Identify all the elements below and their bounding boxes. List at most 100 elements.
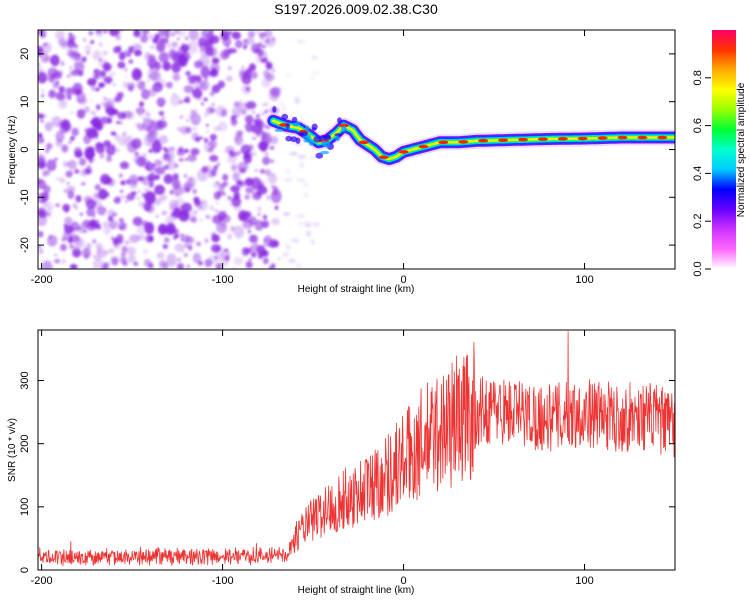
noise-blob xyxy=(118,217,124,223)
noise-blob xyxy=(43,42,48,47)
noise-blob xyxy=(148,262,154,269)
noise-blob xyxy=(255,30,261,34)
noise-blob xyxy=(129,178,138,189)
spectrogram-x-ticks: -200 -100 0 100 xyxy=(31,30,594,286)
noise-blob xyxy=(220,214,231,223)
noise-blob xyxy=(192,88,203,99)
noise-blob xyxy=(95,87,100,92)
noise-blob xyxy=(262,257,269,265)
noise-blob xyxy=(262,156,271,165)
noise-blob xyxy=(119,256,127,264)
noise-blob xyxy=(95,137,99,140)
noise-blob xyxy=(271,37,276,42)
noise-blob xyxy=(211,84,221,94)
noise-blob xyxy=(176,263,184,269)
noise-blob xyxy=(65,185,76,194)
noise-blob xyxy=(124,240,130,245)
noise-blob xyxy=(92,239,97,244)
colorbar-ticks: 0.0 0.2 0.4 0.6 0.8 xyxy=(692,70,711,277)
noise-blob xyxy=(92,255,97,258)
noise-blob xyxy=(122,131,127,137)
noise-blob xyxy=(208,46,218,58)
noise-blob xyxy=(246,67,252,74)
noise-blob xyxy=(207,147,214,153)
noise-blob xyxy=(55,130,65,143)
noise-blob xyxy=(209,154,219,162)
noise-blob xyxy=(122,81,130,89)
noise-blob xyxy=(205,123,209,127)
noise-blob xyxy=(133,49,142,57)
noise-blob xyxy=(142,157,146,160)
ridge-blob xyxy=(340,125,347,132)
noise-blob xyxy=(101,102,105,106)
noise-blob xyxy=(67,49,76,58)
noise-blob xyxy=(90,110,97,116)
noise-blob xyxy=(205,165,213,173)
noise-blob xyxy=(54,258,61,264)
noise-blob xyxy=(90,40,95,45)
noise-blob xyxy=(81,182,86,186)
spectrogram-x-tick-label: -100 xyxy=(212,274,234,286)
noise-blob xyxy=(244,248,252,254)
spectrogram-y-tick-label: -10 xyxy=(19,189,31,205)
ridge-band xyxy=(272,119,675,161)
noise-blob xyxy=(112,212,118,217)
noise-blob xyxy=(255,169,258,172)
noise-blob xyxy=(255,120,260,126)
noise-blob xyxy=(117,61,126,69)
noise-blob xyxy=(69,66,72,69)
noise-blob xyxy=(270,184,275,189)
noise-blob xyxy=(119,189,124,193)
noise-blob xyxy=(282,105,286,112)
noise-blob xyxy=(149,45,156,50)
noise-blob xyxy=(180,44,190,53)
noise-blob xyxy=(260,36,264,41)
noise-blob xyxy=(41,89,44,93)
noise-blob xyxy=(158,135,169,145)
noise-blob xyxy=(193,60,204,69)
spectrogram-ridge xyxy=(265,106,675,168)
noise-blob xyxy=(288,259,296,263)
noise-blob xyxy=(132,216,143,227)
noise-blob xyxy=(67,159,77,170)
noise-blob xyxy=(148,184,154,189)
noise-blob xyxy=(102,221,110,229)
noise-blob xyxy=(192,188,197,194)
noise-blob xyxy=(297,222,304,227)
noise-blob xyxy=(211,67,218,75)
noise-blob xyxy=(127,246,136,257)
noise-blob xyxy=(169,189,174,195)
noise-blob xyxy=(92,158,96,161)
noise-blob xyxy=(213,126,221,131)
noise-blob xyxy=(258,123,266,129)
ridge-peak xyxy=(517,137,528,142)
noise-blob xyxy=(290,238,298,243)
noise-blob xyxy=(191,132,199,142)
noise-blob xyxy=(312,71,320,74)
spectrogram-x-tick-label: -200 xyxy=(31,274,53,286)
noise-blob xyxy=(255,133,261,137)
ridge-blob xyxy=(285,123,290,130)
ridge-peak xyxy=(478,138,489,143)
noise-blob xyxy=(110,131,117,136)
noise-blob xyxy=(87,164,91,168)
noise-blob xyxy=(54,254,57,257)
noise-blob xyxy=(60,41,68,49)
noise-blob xyxy=(214,165,219,170)
noise-blob xyxy=(184,95,191,104)
ridge-blob xyxy=(320,150,330,155)
noise-blob xyxy=(283,212,291,216)
noise-blob xyxy=(217,80,226,89)
noise-blob xyxy=(226,160,229,163)
noise-blob xyxy=(69,170,73,174)
noise-blob xyxy=(86,51,90,55)
noise-blob xyxy=(158,110,165,116)
noise-blob xyxy=(183,174,187,178)
noise-blob xyxy=(108,71,116,77)
noise-blob xyxy=(157,78,166,89)
noise-blob xyxy=(38,230,44,238)
noise-blob xyxy=(270,159,275,163)
noise-blob xyxy=(250,151,257,157)
snr-x-tick-label: 0 xyxy=(400,575,406,587)
